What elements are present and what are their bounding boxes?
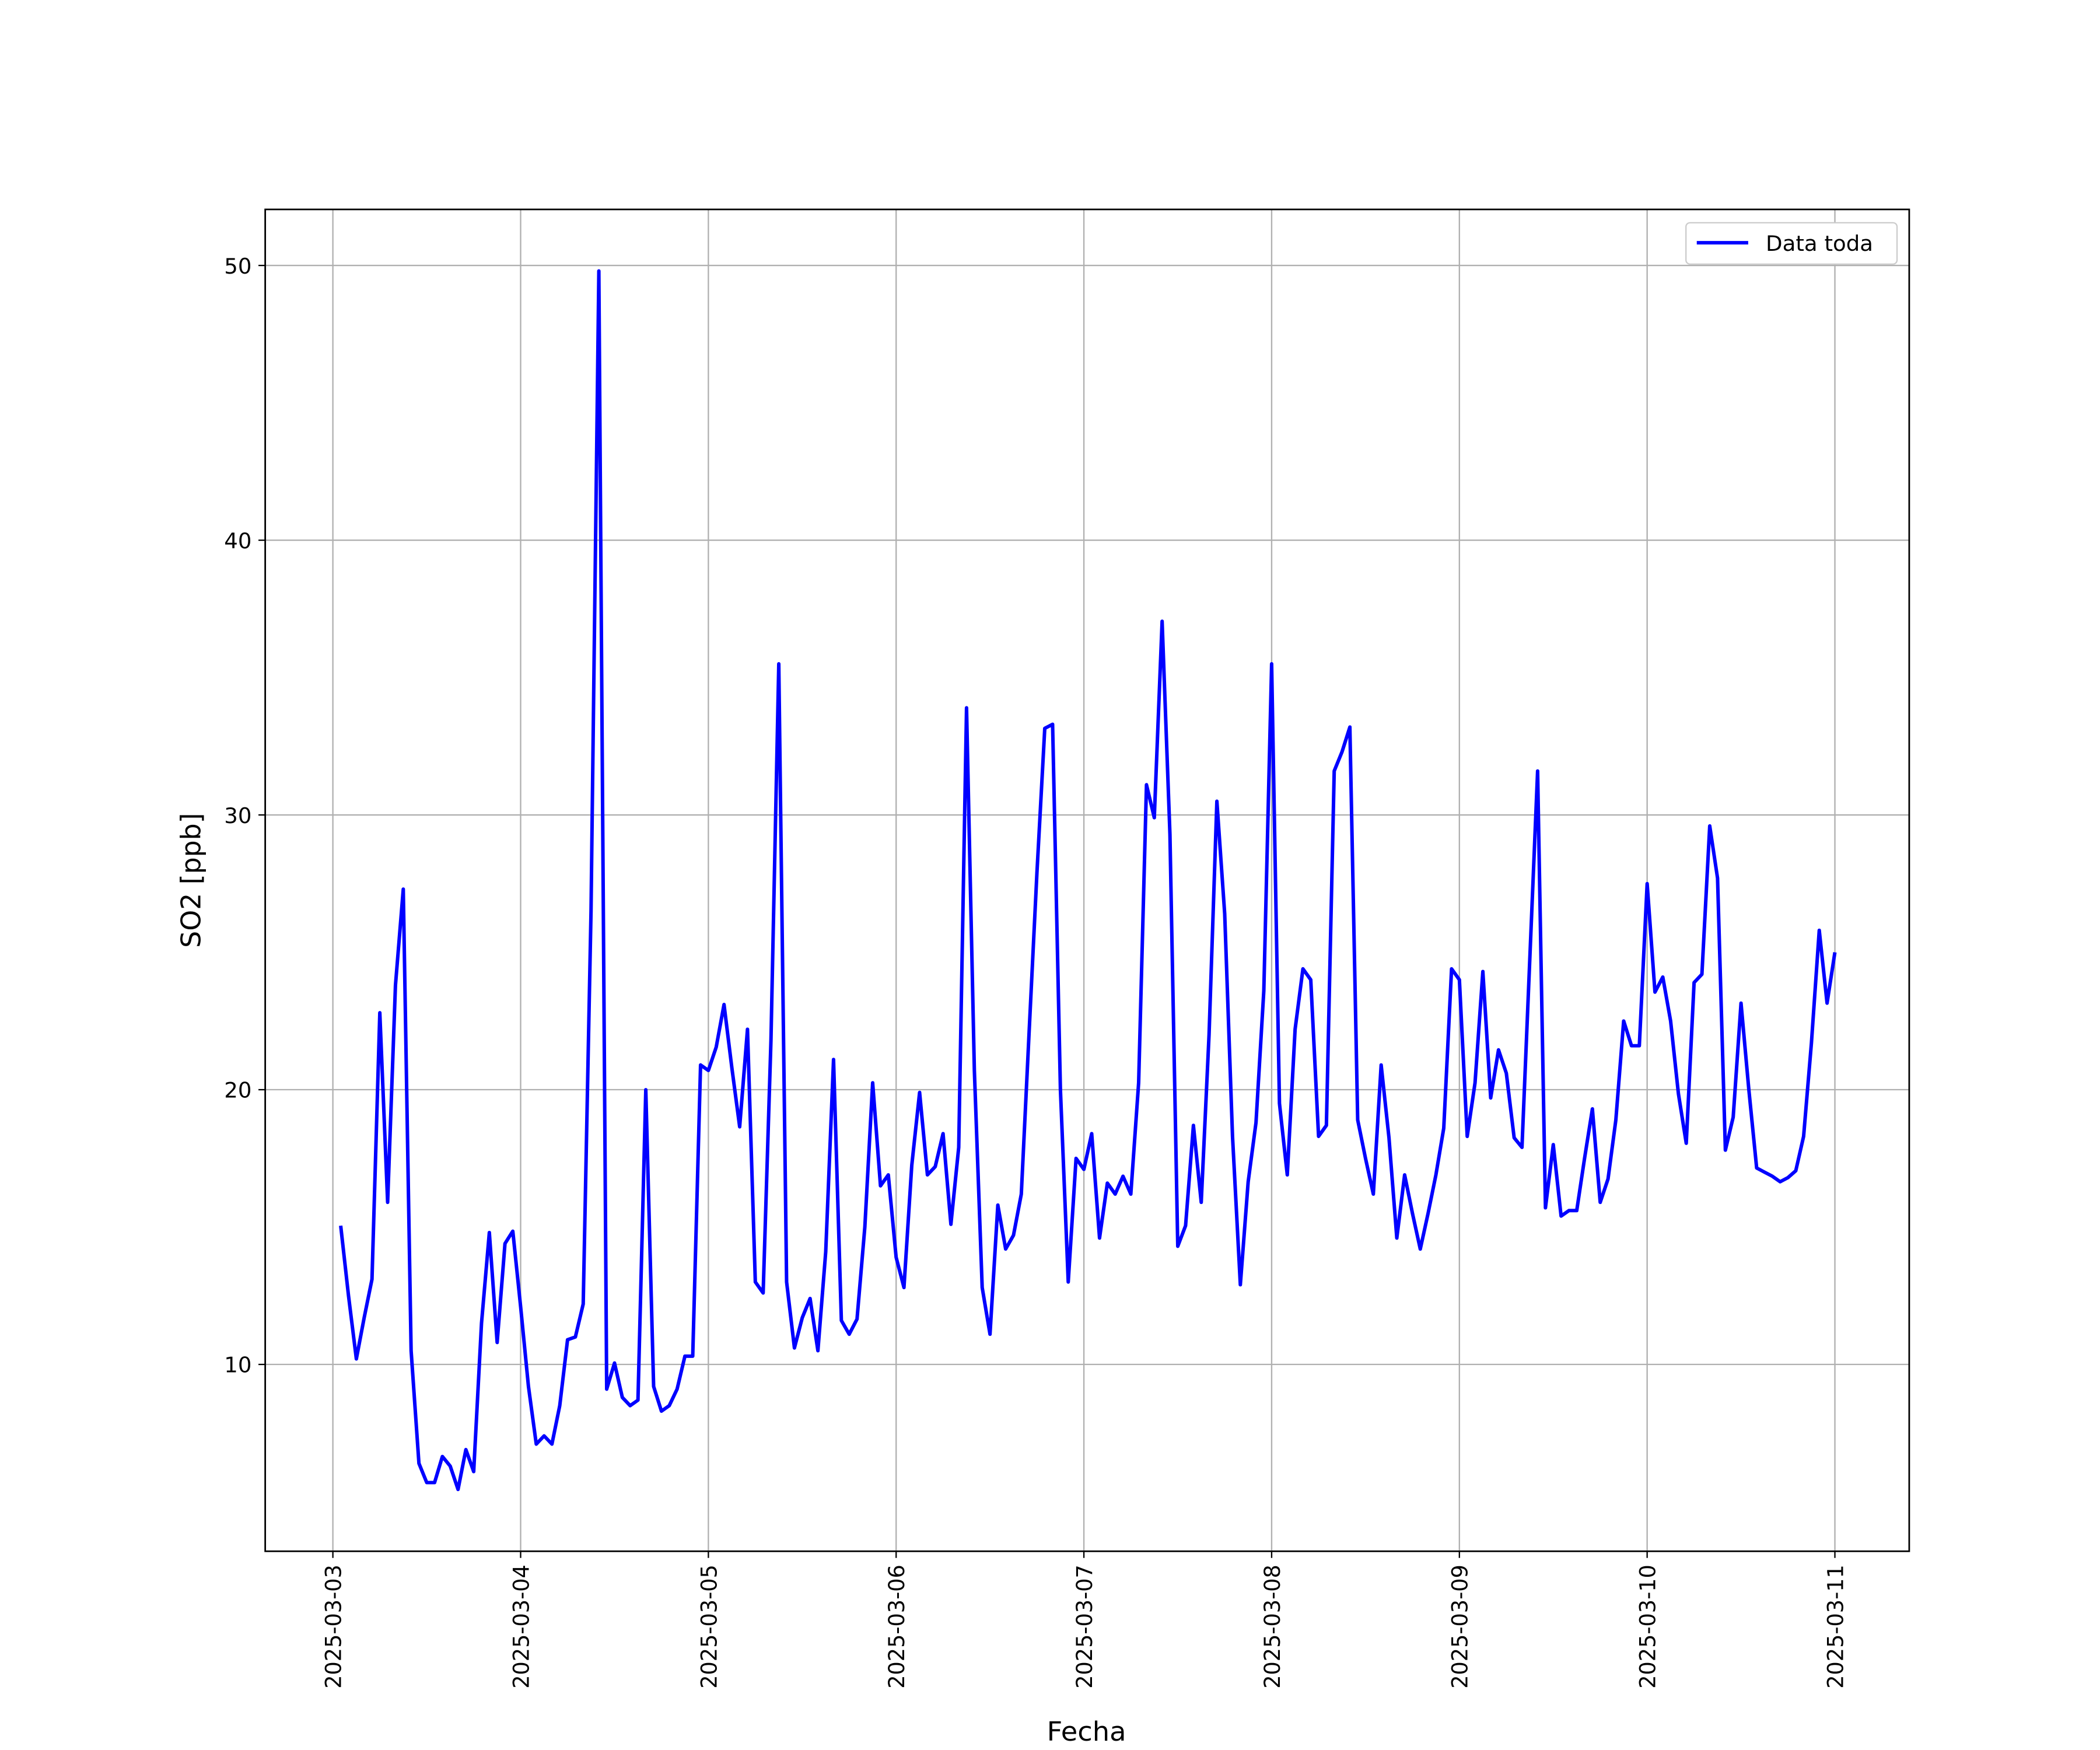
x-tick-label: 2025-03-05	[696, 1564, 722, 1689]
x-tick-label: 2025-03-04	[509, 1564, 534, 1689]
data-line	[339, 269, 1837, 1492]
y-tick-label: 10	[224, 1353, 251, 1378]
legend-label: Data toda	[1766, 231, 1873, 256]
y-tick-label: 40	[224, 528, 251, 554]
x-tick-label: 2025-03-06	[884, 1564, 909, 1689]
y-tick-label: 50	[224, 254, 251, 279]
legend-box	[1685, 222, 1898, 265]
y-axis-label: SO2 [ppb]	[175, 813, 206, 947]
x-tick-label: 2025-03-10	[1635, 1564, 1660, 1689]
x-axis-label: Fecha	[1047, 1716, 1126, 1747]
legend: Data toda	[1685, 222, 1898, 265]
y-tick-label: 30	[224, 803, 251, 828]
x-tick-label: 2025-03-09	[1447, 1564, 1472, 1689]
x-tick-label: 2025-03-08	[1260, 1564, 1285, 1689]
plot-frame	[264, 208, 1910, 1552]
x-tick-label: 2025-03-07	[1072, 1564, 1097, 1689]
x-tick-label: 2025-03-03	[321, 1564, 346, 1689]
y-tick-label: 20	[224, 1078, 251, 1103]
x-tick-label: 2025-03-11	[1823, 1564, 1848, 1689]
